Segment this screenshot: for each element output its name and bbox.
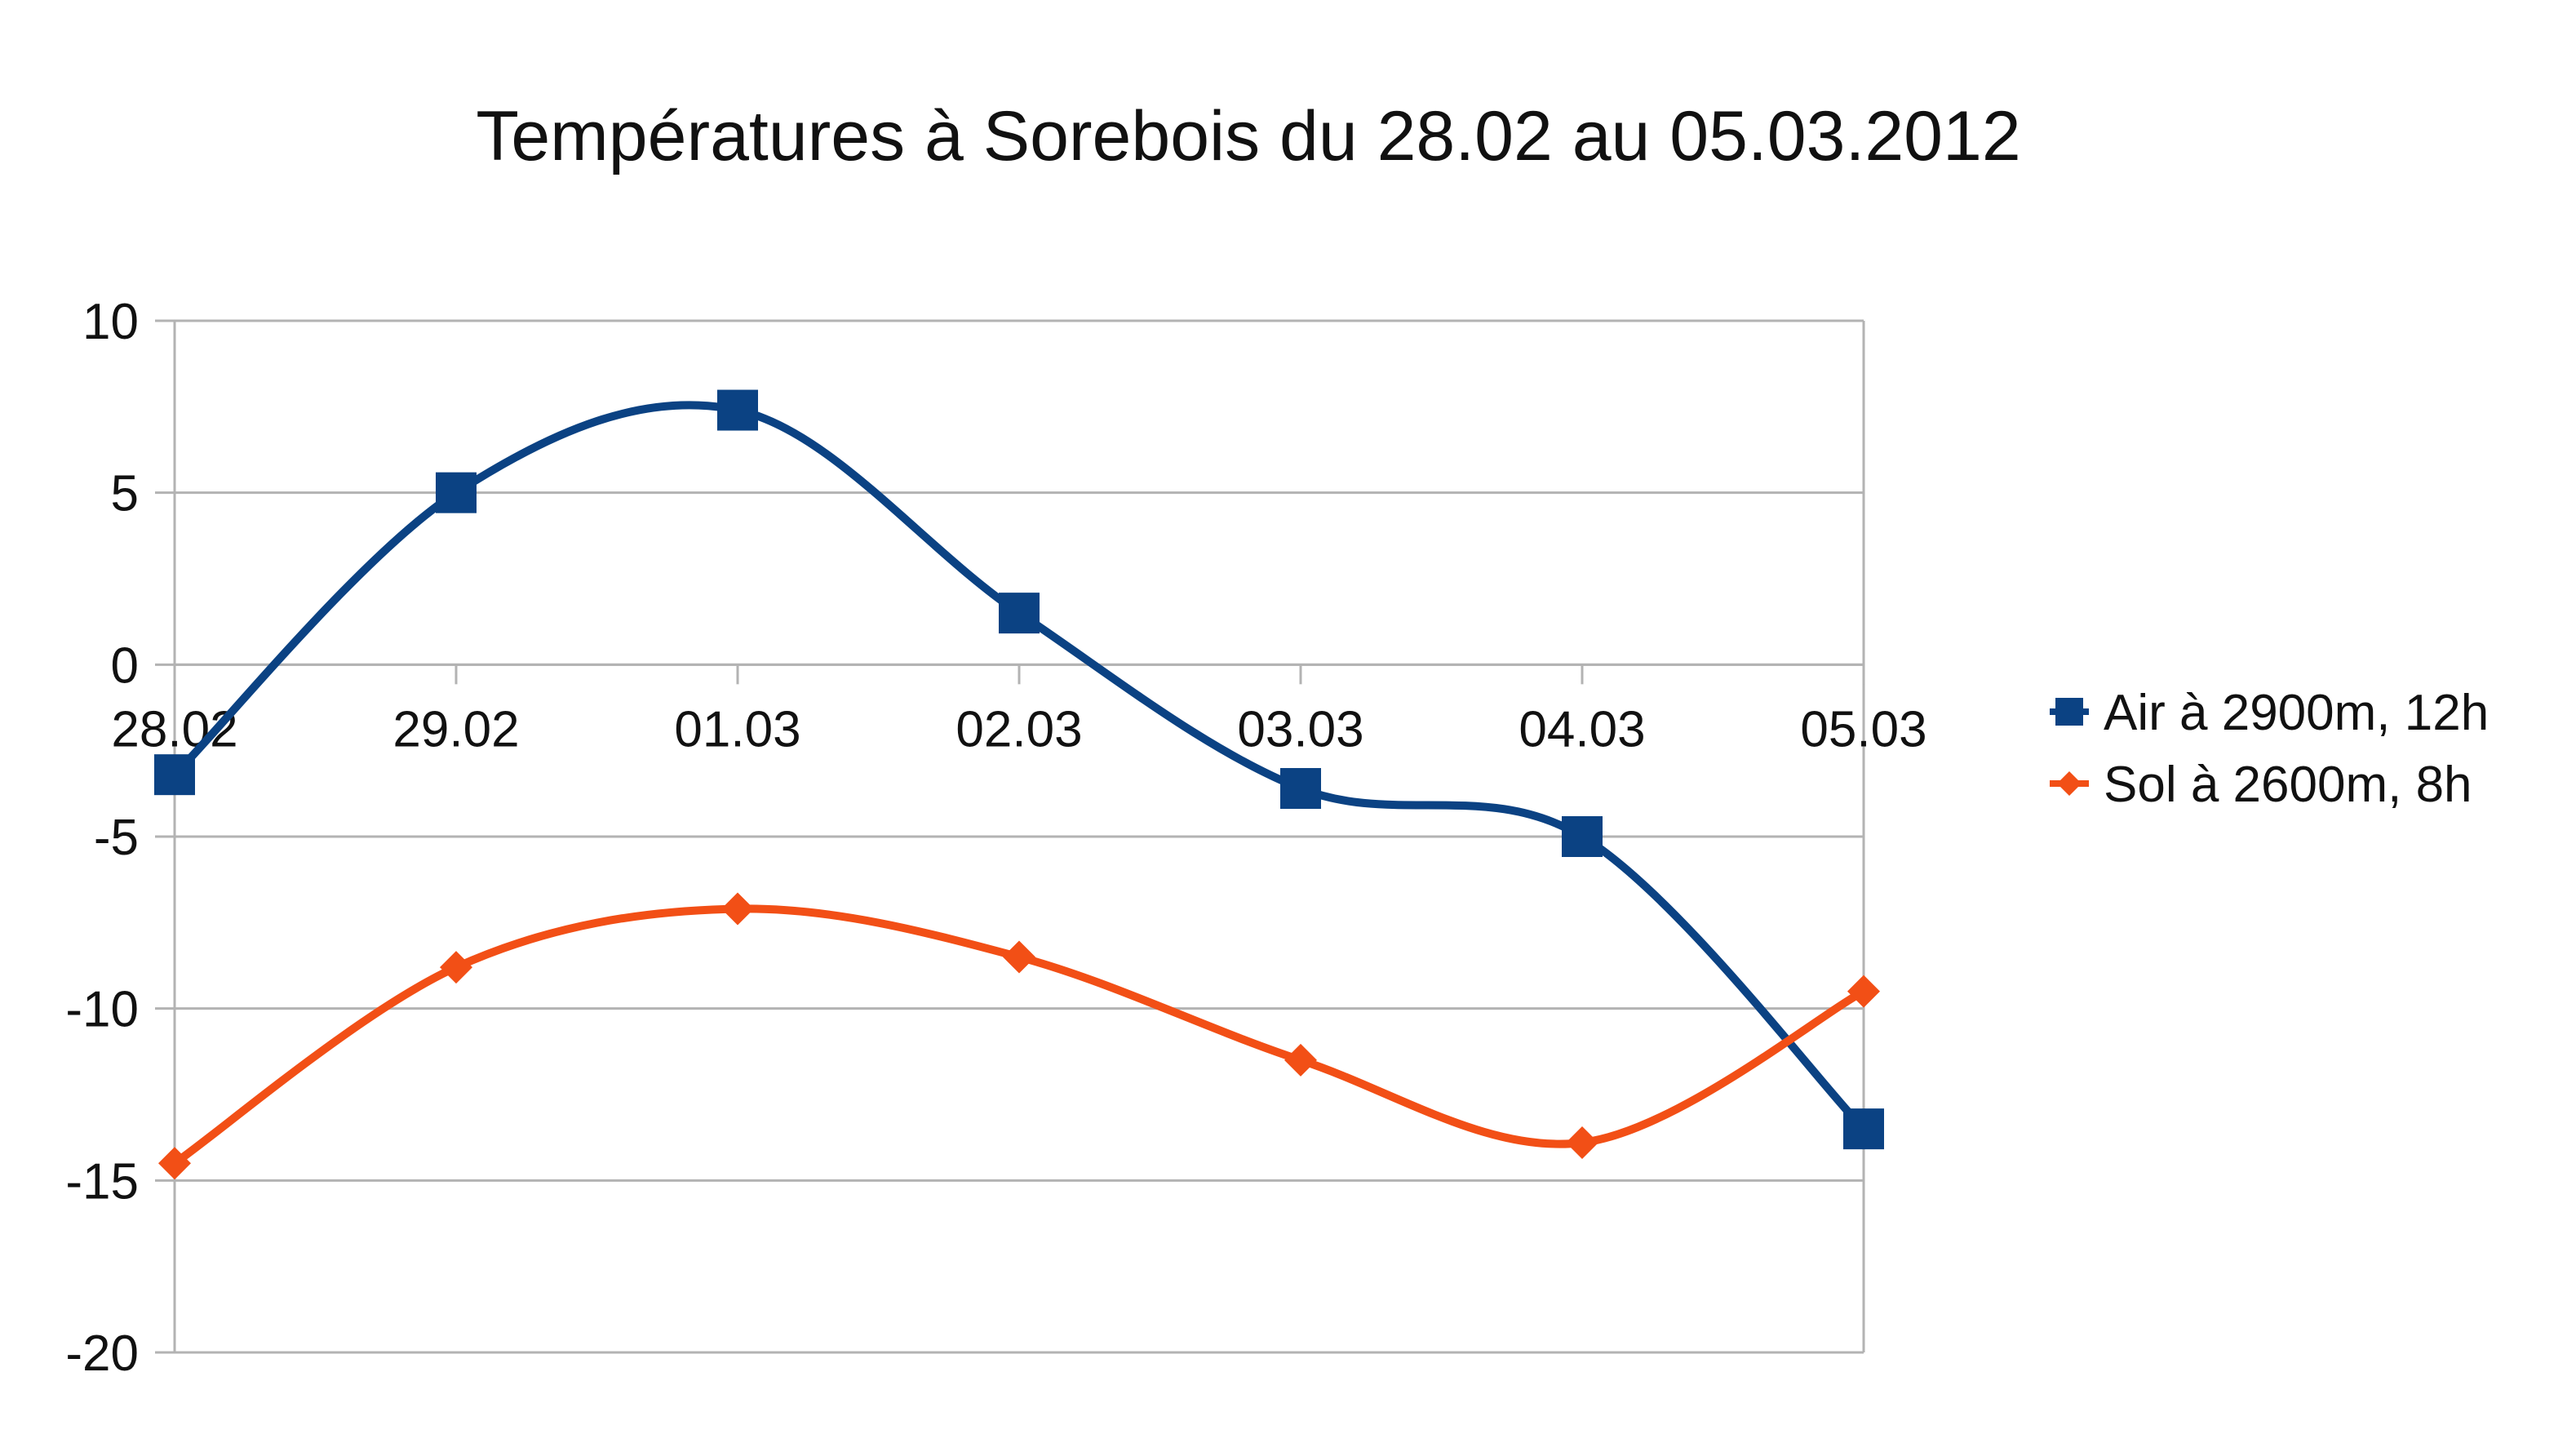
- legend-marker-air: [2055, 698, 2083, 726]
- y-tick-label: 5: [111, 466, 139, 522]
- data-point-air: [436, 472, 477, 513]
- gridlines: [155, 319, 1865, 1354]
- x-tick-label: 29.02: [392, 701, 519, 757]
- y-tick-label: 0: [111, 637, 139, 694]
- x-tick-label: 02.03: [955, 701, 1082, 757]
- x-tick-label: 01.03: [674, 701, 800, 757]
- data-point-sol: [1003, 940, 1035, 974]
- data-point-air: [1562, 816, 1603, 857]
- data-point-sol: [1566, 1126, 1598, 1159]
- legend-label-sol: Sol à 2600m, 8h: [2104, 757, 2472, 813]
- data-point-air: [1843, 1108, 1884, 1150]
- data-point-air: [717, 389, 758, 431]
- data-point-air: [1280, 768, 1321, 810]
- y-tick-label: -20: [65, 1325, 139, 1382]
- data-point-sol: [1847, 975, 1880, 1008]
- data-point-air: [999, 593, 1040, 634]
- x-tick-label: 04.03: [1519, 701, 1645, 757]
- series-line-air: [171, 401, 1868, 1134]
- series: [154, 389, 1884, 1180]
- x-tick-label: 05.03: [1800, 701, 1926, 757]
- data-point-air: [154, 754, 195, 796]
- x-tick-label: 03.03: [1237, 701, 1363, 757]
- y-tick-label: -10: [65, 982, 139, 1038]
- data-point-sol: [158, 1147, 191, 1180]
- data-point-sol: [1284, 1043, 1317, 1077]
- y-tick-label: 10: [82, 294, 139, 350]
- legend-marker-sol: [2057, 771, 2082, 796]
- data-point-sol: [721, 892, 754, 926]
- data-point-sol: [440, 951, 472, 984]
- y-tick-label: -15: [65, 1153, 139, 1210]
- legend: Air à 2900m, 12h Sol à 2600m, 8h: [2050, 685, 2489, 813]
- y-tick-label: -5: [94, 810, 139, 866]
- chart-title: Températures à Sorebois du 28.02 au 05.0…: [476, 97, 2021, 175]
- legend-label-air: Air à 2900m, 12h: [2104, 685, 2489, 741]
